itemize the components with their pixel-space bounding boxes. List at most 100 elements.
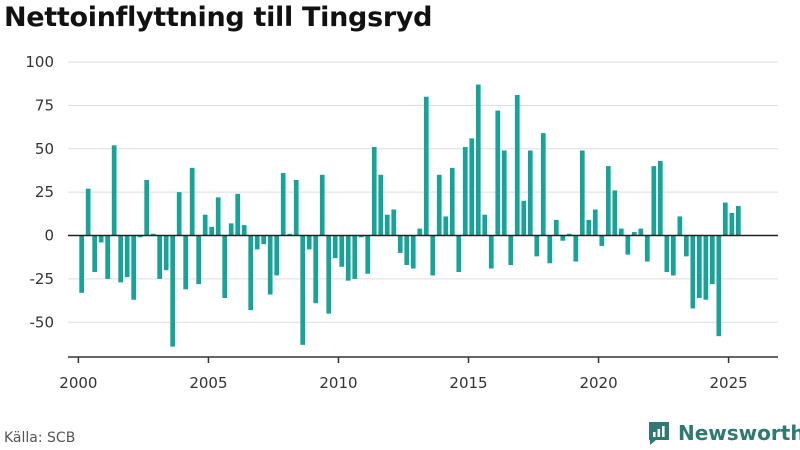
bar xyxy=(566,233,572,236)
bar xyxy=(670,235,676,276)
bar xyxy=(573,235,579,262)
bar xyxy=(404,235,410,266)
x-tick-label: 2005 xyxy=(189,374,227,392)
bar xyxy=(183,235,189,290)
bar xyxy=(592,209,598,236)
bar xyxy=(677,216,683,236)
x-tick-label: 2020 xyxy=(579,374,617,392)
bar xyxy=(625,235,631,255)
y-tick-label: 50 xyxy=(35,140,54,158)
y-tick-label: 100 xyxy=(25,53,54,71)
y-tick-label: -25 xyxy=(30,270,55,288)
bar xyxy=(430,235,436,276)
bar xyxy=(137,235,143,238)
bar xyxy=(280,173,286,236)
y-tick-label: 25 xyxy=(35,183,54,201)
source-note: Källa: SCB xyxy=(4,430,76,446)
bar xyxy=(397,235,403,253)
bar xyxy=(534,235,540,257)
bar xyxy=(651,166,657,236)
bar xyxy=(495,110,501,236)
bar xyxy=(449,167,455,236)
bar xyxy=(131,235,137,300)
bar xyxy=(150,233,156,236)
bar xyxy=(631,232,637,236)
bar xyxy=(228,223,234,236)
bar xyxy=(703,235,709,300)
bar xyxy=(553,219,559,236)
bar xyxy=(716,235,722,337)
bar xyxy=(306,235,312,250)
bar xyxy=(358,235,364,238)
x-tick-label: 2010 xyxy=(319,374,357,392)
bar xyxy=(709,235,715,285)
gridlines xyxy=(68,61,778,323)
brand-logo: Newsworthy xyxy=(646,420,800,446)
bar xyxy=(215,197,221,236)
x-tick-label: 2025 xyxy=(709,374,747,392)
bar xyxy=(384,214,390,236)
bar xyxy=(332,235,338,259)
bar xyxy=(287,233,293,236)
newsworthy-icon xyxy=(649,422,669,445)
bar xyxy=(423,96,429,236)
bar xyxy=(475,84,481,236)
bar xyxy=(469,138,475,236)
bar xyxy=(501,150,507,236)
bar xyxy=(644,235,650,262)
bar xyxy=(729,212,735,236)
bar xyxy=(118,235,124,283)
bar xyxy=(222,235,228,298)
bar xyxy=(345,235,351,281)
bar xyxy=(436,174,442,236)
bar xyxy=(79,235,84,293)
bar xyxy=(92,235,97,272)
bar xyxy=(462,147,468,236)
bar xyxy=(456,235,462,272)
bar xyxy=(105,235,111,279)
bar xyxy=(98,235,104,243)
bar xyxy=(189,167,195,236)
bar xyxy=(664,235,670,272)
bar xyxy=(300,235,306,345)
x-tick-label: 2000 xyxy=(59,374,97,392)
bar xyxy=(638,228,644,236)
bar xyxy=(547,235,553,264)
bar xyxy=(202,214,208,236)
bar xyxy=(293,180,299,236)
bar xyxy=(722,202,728,236)
bar xyxy=(241,225,247,236)
bar xyxy=(326,235,332,314)
bar xyxy=(111,145,117,236)
bar xyxy=(170,235,176,347)
bar xyxy=(85,188,91,236)
bar xyxy=(508,235,514,266)
bar xyxy=(157,235,163,279)
bar xyxy=(391,209,397,236)
bar xyxy=(443,216,449,236)
bar xyxy=(605,166,611,236)
bar xyxy=(521,200,527,236)
bar xyxy=(417,228,423,236)
bar xyxy=(124,235,130,278)
bar xyxy=(410,235,416,269)
bar xyxy=(163,235,169,271)
bar xyxy=(696,235,702,298)
bar xyxy=(690,235,696,309)
bar xyxy=(274,235,280,276)
brand-name: Newsworthy xyxy=(678,421,800,445)
bar xyxy=(378,174,384,236)
bar xyxy=(586,219,592,236)
bar xyxy=(235,193,241,236)
chart-title: Nettoinflyttning till Tingsryd xyxy=(4,2,433,33)
axes: 100 75 50 25 0 -25 -50 2000 2005 2010 2015 2020 2025 xyxy=(25,53,778,392)
bar xyxy=(261,235,267,245)
bar xyxy=(267,235,273,295)
bar xyxy=(319,174,325,236)
bar xyxy=(209,226,215,236)
bar xyxy=(313,235,319,304)
bar xyxy=(248,235,254,311)
bar xyxy=(144,180,150,236)
y-tick-label: 75 xyxy=(35,96,54,114)
bar xyxy=(599,235,605,246)
